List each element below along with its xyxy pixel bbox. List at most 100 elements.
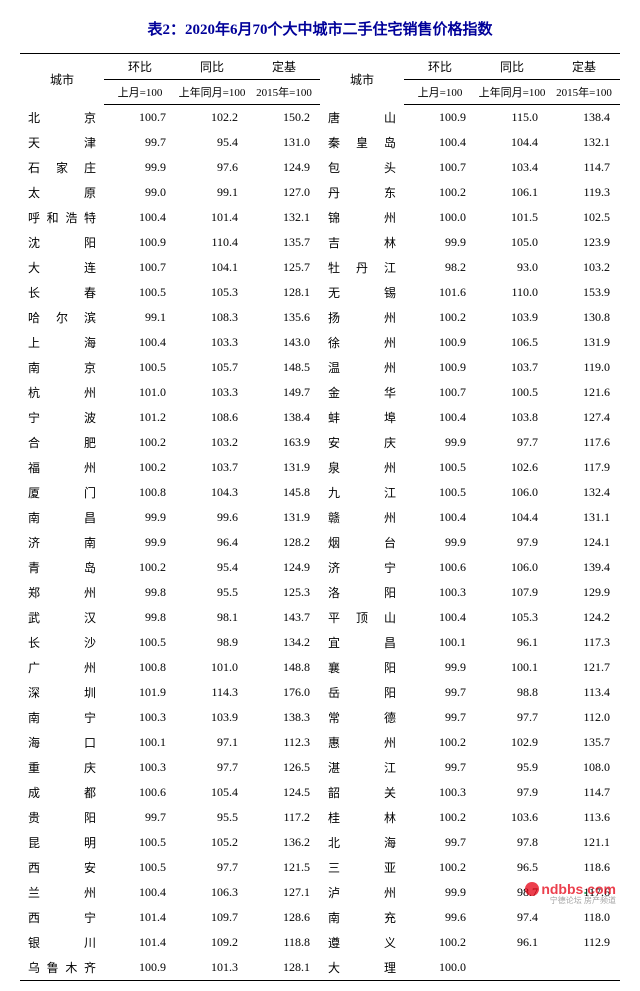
sub-mom-right: 上月=100 — [404, 80, 476, 105]
mom-cell: 100.8 — [104, 480, 176, 505]
mom-cell: 100.8 — [104, 655, 176, 680]
mom-cell: 100.4 — [104, 880, 176, 905]
fixed-cell: 117.6 — [548, 430, 620, 455]
city-cell: 石家庄 — [20, 155, 104, 180]
yoy-cell: 101.5 — [476, 205, 548, 230]
mom-cell: 101.4 — [104, 930, 176, 955]
mom-cell: 100.4 — [404, 505, 476, 530]
city-cell: 遵 义 — [320, 930, 404, 955]
table-row: 大 连100.7104.1125.7牡丹江98.293.0103.2 — [20, 255, 620, 280]
city-cell: 襄 阳 — [320, 655, 404, 680]
fixed-cell: 129.9 — [548, 580, 620, 605]
yoy-cell: 103.6 — [476, 805, 548, 830]
city-cell: 徐 州 — [320, 330, 404, 355]
yoy-cell: 97.6 — [176, 155, 248, 180]
mom-cell: 100.7 — [404, 380, 476, 405]
city-cell: 赣 州 — [320, 505, 404, 530]
fixed-cell: 108.0 — [548, 755, 620, 780]
yoy-cell: 104.4 — [476, 130, 548, 155]
mom-cell: 100.7 — [104, 255, 176, 280]
mom-cell: 99.9 — [104, 155, 176, 180]
fixed-cell: 123.9 — [548, 230, 620, 255]
yoy-cell: 96.5 — [476, 855, 548, 880]
table-row: 哈尔滨99.1108.3135.6扬 州100.2103.9130.8 — [20, 305, 620, 330]
yoy-cell: 108.3 — [176, 305, 248, 330]
yoy-cell: 95.5 — [176, 805, 248, 830]
fixed-cell: 138.4 — [248, 405, 320, 430]
table-row: 沈 阳100.9110.4135.7吉 林99.9105.0123.9 — [20, 230, 620, 255]
mom-cell: 99.8 — [104, 605, 176, 630]
yoy-cell: 99.6 — [176, 505, 248, 530]
city-cell: 金 华 — [320, 380, 404, 405]
fixed-cell: 131.9 — [248, 455, 320, 480]
fixed-cell: 128.2 — [248, 530, 320, 555]
fixed-cell: 138.4 — [548, 105, 620, 130]
city-cell: 兰 州 — [20, 880, 104, 905]
fixed-cell: 102.5 — [548, 205, 620, 230]
col-yoy-right: 同比 — [476, 54, 548, 80]
yoy-cell: 96.1 — [476, 630, 548, 655]
city-cell: 锦 州 — [320, 205, 404, 230]
mom-cell: 99.9 — [404, 230, 476, 255]
mom-cell: 98.2 — [404, 255, 476, 280]
table-row: 呼和浩特100.4101.4132.1锦 州100.0101.5102.5 — [20, 205, 620, 230]
fixed-cell: 143.0 — [248, 330, 320, 355]
table-row: 长 沙100.598.9134.2宜 昌100.196.1117.3 — [20, 630, 620, 655]
yoy-cell: 103.7 — [476, 355, 548, 380]
yoy-cell: 106.1 — [476, 180, 548, 205]
yoy-cell: 104.3 — [176, 480, 248, 505]
fixed-cell: 128.1 — [248, 955, 320, 981]
fixed-cell: 148.8 — [248, 655, 320, 680]
yoy-cell: 103.9 — [476, 305, 548, 330]
table-row: 杭 州101.0103.3149.7金 华100.7100.5121.6 — [20, 380, 620, 405]
yoy-cell: 103.8 — [476, 405, 548, 430]
city-cell: 常 德 — [320, 705, 404, 730]
yoy-cell: 102.2 — [176, 105, 248, 130]
mom-cell: 100.4 — [404, 130, 476, 155]
city-cell: 长 春 — [20, 280, 104, 305]
brand-sub: 宁德论坛 房产频道 — [550, 895, 616, 906]
table-row: 昆 明100.5105.2136.2北 海99.797.8121.1 — [20, 830, 620, 855]
yoy-cell: 104.4 — [476, 505, 548, 530]
yoy-cell: 109.7 — [176, 905, 248, 930]
city-cell: 九 江 — [320, 480, 404, 505]
col-mom-right: 环比 — [404, 54, 476, 80]
table-row: 南 昌99.999.6131.9赣 州100.4104.4131.1 — [20, 505, 620, 530]
fixed-cell: 124.9 — [248, 555, 320, 580]
city-cell: 贵 阳 — [20, 805, 104, 830]
fixed-cell: 124.5 — [248, 780, 320, 805]
table-row: 长 春100.5105.3128.1无 锡101.6110.0153.9 — [20, 280, 620, 305]
fixed-cell — [548, 955, 620, 981]
mom-cell: 99.9 — [404, 430, 476, 455]
city-cell: 吉 林 — [320, 230, 404, 255]
yoy-cell: 95.4 — [176, 130, 248, 155]
city-cell: 呼和浩特 — [20, 205, 104, 230]
yoy-cell: 105.2 — [176, 830, 248, 855]
yoy-cell: 106.0 — [476, 480, 548, 505]
yoy-cell: 97.4 — [476, 905, 548, 930]
col-fixed-left: 定基 — [248, 54, 320, 80]
yoy-cell: 103.9 — [176, 705, 248, 730]
mom-cell: 100.7 — [104, 105, 176, 130]
mom-cell: 100.5 — [404, 480, 476, 505]
fixed-cell: 117.9 — [548, 455, 620, 480]
mom-cell: 100.1 — [104, 730, 176, 755]
city-cell: 惠 州 — [320, 730, 404, 755]
fixed-cell: 132.1 — [248, 205, 320, 230]
yoy-cell: 105.7 — [176, 355, 248, 380]
yoy-cell: 106.5 — [476, 330, 548, 355]
col-fixed-right: 定基 — [548, 54, 620, 80]
table-row: 西 宁101.4109.7128.6南 充99.697.4118.0 — [20, 905, 620, 930]
city-cell: 韶 关 — [320, 780, 404, 805]
yoy-cell: 103.2 — [176, 430, 248, 455]
city-cell: 秦皇岛 — [320, 130, 404, 155]
table-row: 太 原99.099.1127.0丹 东100.2106.1119.3 — [20, 180, 620, 205]
city-cell: 大 理 — [320, 955, 404, 981]
city-cell: 平顶山 — [320, 605, 404, 630]
fixed-cell: 121.7 — [548, 655, 620, 680]
city-cell: 南 宁 — [20, 705, 104, 730]
mom-cell: 99.7 — [404, 755, 476, 780]
sub-fixed-right: 2015年=100 — [548, 80, 620, 105]
city-cell: 唐 山 — [320, 105, 404, 130]
city-cell: 温 州 — [320, 355, 404, 380]
